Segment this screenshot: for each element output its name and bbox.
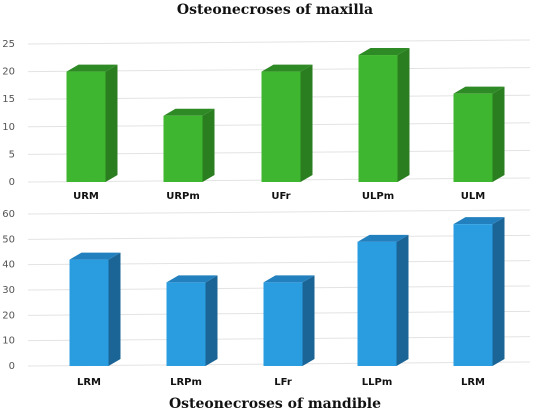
mandible-tick-label: 30 [2, 285, 15, 296]
maxilla-bar-top [261, 64, 313, 72]
mandible-bar [263, 282, 303, 366]
maxilla-bar-top [358, 48, 410, 56]
maxilla-tick-label: 25 [2, 39, 15, 50]
maxilla-bar [163, 115, 203, 182]
mandible-gridline [27, 209, 531, 215]
maxilla-bar-side [300, 64, 313, 182]
mandible-bar-side [205, 275, 218, 366]
chart-title-maxilla: Osteonecroses of maxilla [176, 2, 374, 18]
maxilla-bar-top [66, 64, 118, 72]
maxilla-bar-top [453, 86, 505, 94]
mandible-bar [357, 241, 397, 366]
mandible-category-label: LRM [77, 377, 101, 388]
chart-title-mandible: Osteonecroses of mandible [168, 396, 382, 412]
mandible-bar [453, 224, 493, 366]
mandible-bar-side [492, 217, 505, 366]
maxilla-bar-side [492, 86, 505, 182]
mandible-gridline [27, 234, 531, 240]
maxilla-bar-side [105, 64, 118, 182]
mandible-bar-top [263, 275, 315, 283]
mandible-bar-top [69, 252, 121, 260]
mandible-category-label: LRPm [170, 377, 202, 388]
maxilla-bar [261, 71, 301, 182]
mandible-category-label: LRM [461, 377, 485, 388]
mandible-tick-label: 40 [2, 260, 15, 271]
maxilla-bar [66, 71, 106, 182]
mandible-category-label: LLPm [362, 377, 393, 388]
maxilla-category-label: UFr [271, 191, 290, 202]
mandible-bar [166, 282, 206, 366]
mandible-bar-top [166, 275, 218, 283]
mandible-bar-side [396, 234, 409, 366]
maxilla-bar-side [397, 48, 410, 182]
mandible-tick-label: 50 [2, 234, 15, 245]
mandible-bar-side [108, 252, 121, 366]
maxilla-tick-label: 0 [9, 177, 15, 188]
mandible-bar [69, 259, 109, 366]
maxilla-category-label: URM [73, 191, 99, 202]
mandible-tick-label: 60 [2, 209, 15, 220]
maxilla-bar-side [202, 108, 215, 182]
maxilla-tick-label: 15 [2, 94, 15, 105]
mandible-bar-top [357, 234, 409, 242]
maxilla-gridline [27, 39, 531, 45]
maxilla-category-label: URPm [166, 191, 200, 202]
maxilla-bar [453, 93, 493, 182]
maxilla-bar [358, 55, 398, 182]
maxilla-tick-label: 10 [2, 122, 15, 133]
mandible-tick-label: 0 [9, 361, 15, 372]
maxilla-tick-label: 5 [9, 149, 15, 160]
mandible-tick-label: 10 [2, 336, 15, 347]
mandible-tick-label: 20 [2, 310, 15, 321]
maxilla-category-label: ULPm [362, 191, 394, 202]
maxilla-bar-top [163, 108, 215, 116]
mandible-bar-top [453, 217, 505, 225]
maxilla-tick-label: 20 [2, 67, 15, 78]
maxilla-category-label: ULM [461, 191, 485, 202]
mandible-category-label: LFr [274, 377, 292, 388]
mandible-bar-side [302, 275, 315, 366]
